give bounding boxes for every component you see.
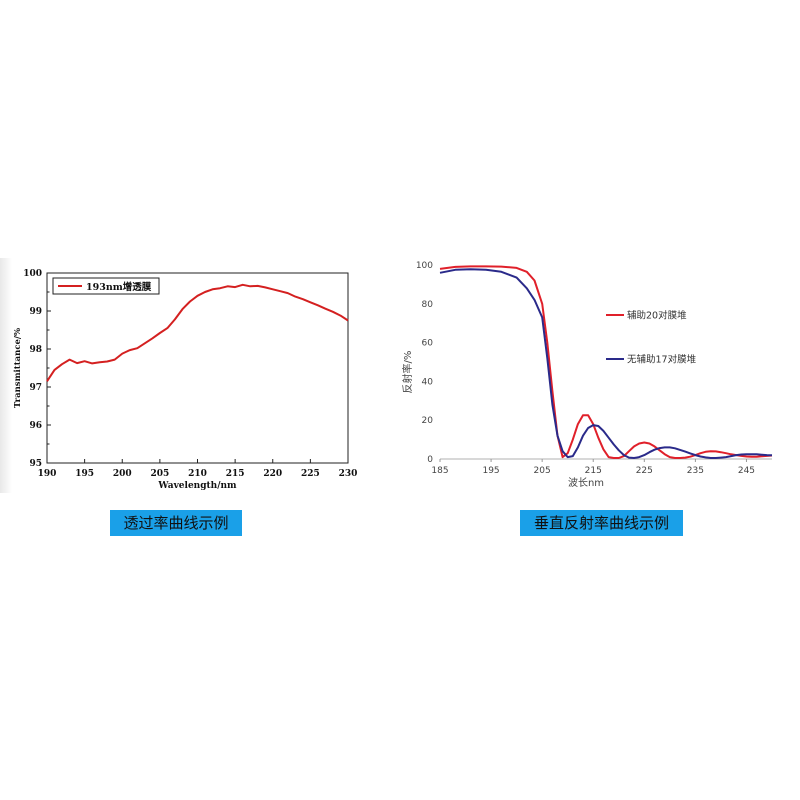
x-tick-label: 195 [75, 469, 94, 479]
y-tick-label: 100 [23, 269, 42, 279]
series-line-unassisted-17 [439, 268, 773, 459]
x-tick-label: 205 [534, 466, 551, 476]
x-tick-label: 210 [188, 469, 207, 479]
plot-frame [46, 272, 349, 464]
x-tick-label: 215 [585, 466, 602, 476]
legend-box [52, 277, 160, 295]
caption-reflectance: 垂直反射率曲线示例 [520, 510, 683, 536]
x-axis-label: 波长nm [568, 476, 604, 489]
x-tick-label: 225 [301, 469, 320, 479]
transmittance-chart: 190 195 200 205 210 215 220 225 230 95 96 97 98 99 100… [13, 269, 358, 491]
x-tick-label: 225 [636, 466, 653, 476]
series-line-193nm [46, 283, 349, 382]
y-axis-label: Transmittance/% [13, 328, 23, 408]
caption-transmittance: 透过率曲线示例 [110, 510, 242, 536]
y-tick-label: 99 [29, 307, 42, 317]
legend-label: 193nm增透膜 [86, 281, 152, 293]
x-tick-label: 200 [113, 469, 132, 479]
panel-edge-shading [0, 258, 12, 493]
y-tick-label: 0 [427, 455, 433, 465]
reflectance-chart-panel: 185 195 205 215 225 235 245 0 20 40 60 80 100 波长nm 反射率… [395, 255, 790, 495]
x-tick-label: 185 [431, 466, 448, 476]
series-line-assisted-20 [439, 265, 773, 459]
transmittance-chart-panel: 190 195 200 205 210 215 220 225 230 95 96 97 98 99 100… [0, 258, 365, 493]
x-tick-label: 245 [738, 466, 755, 476]
y-tick-label: 100 [416, 261, 433, 271]
x-tick-label: 190 [38, 469, 57, 479]
x-tick-label: 195 [482, 466, 499, 476]
y-tick-label: 96 [29, 421, 42, 431]
y-tick-label: 98 [29, 345, 42, 355]
legend-label: 无辅助17对膜堆 [627, 354, 697, 366]
y-tick-label: 95 [29, 459, 42, 469]
x-tick-label: 220 [263, 469, 282, 479]
reflectance-chart: 185 195 205 215 225 235 245 0 20 40 60 80 100 波长nm 反射率… [401, 261, 773, 489]
x-tick-label: 205 [150, 469, 169, 479]
y-tick-label: 60 [422, 339, 434, 349]
y-axis-label: 反射率/% [401, 351, 414, 394]
legend-label: 辅助20对膜堆 [627, 310, 687, 322]
y-tick-label: 40 [422, 377, 434, 387]
x-tick-label: 215 [226, 469, 245, 479]
y-tick-label: 20 [422, 416, 434, 426]
x-tick-label: 235 [687, 466, 704, 476]
y-tick-label: 80 [422, 300, 434, 310]
x-tick-label: 230 [339, 469, 358, 479]
x-axis-label: Wavelength/nm [157, 481, 237, 491]
y-tick-label: 97 [29, 383, 42, 393]
